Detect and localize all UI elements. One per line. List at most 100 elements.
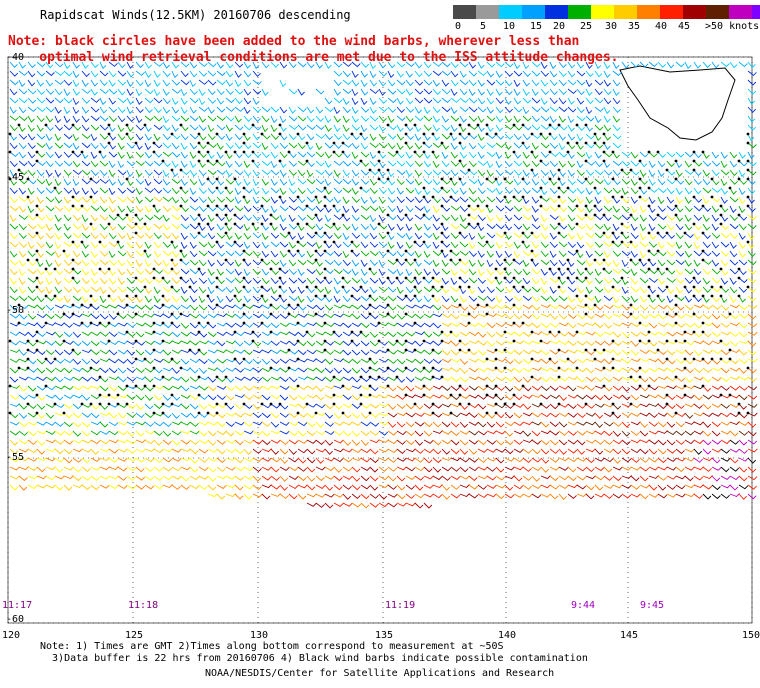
wind-barb xyxy=(513,178,522,186)
wind-barb xyxy=(45,340,56,346)
wind-barb xyxy=(711,169,720,177)
wind-barb xyxy=(378,79,387,87)
contamination-dot xyxy=(629,213,633,217)
wind-barb xyxy=(252,376,263,382)
wind-barb xyxy=(162,376,173,381)
wind-barb xyxy=(342,340,352,347)
contamination-dot xyxy=(494,393,498,397)
wind-barb xyxy=(405,385,415,392)
wind-barb xyxy=(567,223,576,231)
wind-barb xyxy=(306,457,316,464)
wind-barb xyxy=(477,385,488,391)
wind-barb xyxy=(162,421,172,428)
wind-barb xyxy=(531,160,540,168)
contamination-dot xyxy=(269,267,273,271)
wind-barb xyxy=(324,250,334,257)
contamination-dot xyxy=(602,159,606,163)
wind-barb xyxy=(684,367,694,374)
wind-barb xyxy=(81,304,92,309)
wind-barb xyxy=(288,403,299,408)
wind-barb xyxy=(459,160,467,168)
wind-barb xyxy=(558,277,566,285)
wind-barb xyxy=(513,79,521,88)
contamination-dot xyxy=(206,204,210,208)
wind-barb xyxy=(99,277,108,285)
wind-barb xyxy=(72,322,83,327)
contamination-dot xyxy=(494,384,498,388)
wind-barb xyxy=(144,268,154,275)
wind-barb xyxy=(315,61,323,69)
wind-barb xyxy=(549,241,558,248)
wind-barb xyxy=(549,466,560,471)
wind-barb xyxy=(522,133,531,141)
wind-barb xyxy=(738,475,748,482)
wind-barb xyxy=(405,142,414,150)
wind-barb xyxy=(576,61,585,69)
contamination-dot xyxy=(602,348,606,352)
contamination-dot xyxy=(467,348,471,352)
wind-barb xyxy=(288,268,297,275)
wind-barb xyxy=(594,196,602,205)
wind-barb xyxy=(648,412,658,418)
wind-barb xyxy=(378,412,389,417)
wind-barb xyxy=(360,376,370,383)
wind-barb xyxy=(153,187,163,194)
wind-barb xyxy=(504,313,514,320)
wind-barb xyxy=(495,439,505,446)
wind-barb xyxy=(324,358,334,365)
contamination-dot xyxy=(638,258,642,262)
wind-barb xyxy=(567,142,576,150)
wind-barb xyxy=(72,214,81,221)
wind-barb xyxy=(162,178,171,186)
wind-barb xyxy=(360,286,369,294)
wind-barb xyxy=(729,403,740,408)
wind-barb xyxy=(324,349,334,355)
wind-barb xyxy=(81,196,91,203)
wind-barb xyxy=(630,349,640,356)
wind-barb xyxy=(216,322,227,327)
contamination-dot xyxy=(341,285,345,289)
contamination-dot xyxy=(80,402,84,406)
contamination-dot xyxy=(26,366,30,370)
wind-barb xyxy=(603,313,613,320)
wind-barb xyxy=(648,385,659,391)
wind-barb xyxy=(9,421,20,426)
wind-barb xyxy=(585,403,595,409)
wind-barb xyxy=(108,340,119,346)
contamination-dot xyxy=(413,258,417,262)
contamination-dot xyxy=(278,294,282,298)
wind-barb xyxy=(612,277,622,284)
wind-barb xyxy=(90,349,100,356)
wind-barb xyxy=(657,313,667,320)
wind-barb xyxy=(567,448,578,454)
wind-barb xyxy=(324,421,334,427)
wind-barb xyxy=(504,394,514,401)
wind-barb xyxy=(261,430,271,437)
wind-barb xyxy=(234,448,244,455)
wind-barb xyxy=(189,133,199,140)
wind-barb xyxy=(396,286,404,294)
wind-barb xyxy=(558,331,569,337)
wind-barb xyxy=(72,448,83,453)
wind-barb xyxy=(18,115,28,122)
contamination-dot xyxy=(71,348,75,352)
wind-barb xyxy=(657,403,667,410)
contamination-dot xyxy=(548,357,552,361)
wind-barb xyxy=(747,79,757,86)
contamination-dot xyxy=(494,132,498,136)
wind-barb xyxy=(378,241,388,248)
wind-barb xyxy=(189,250,198,258)
wind-barb xyxy=(666,421,676,428)
contamination-dot xyxy=(224,213,228,217)
wind-barb xyxy=(576,115,586,122)
wind-barb xyxy=(648,403,659,407)
wind-barb xyxy=(198,439,209,444)
contamination-dot xyxy=(503,276,507,280)
wind-barb xyxy=(351,394,361,401)
contamination-dot xyxy=(674,339,678,343)
wind-barb xyxy=(351,205,359,213)
wind-barb xyxy=(189,376,199,382)
wind-barb xyxy=(108,430,119,436)
wind-barb xyxy=(36,178,46,185)
wind-barb xyxy=(90,241,99,249)
